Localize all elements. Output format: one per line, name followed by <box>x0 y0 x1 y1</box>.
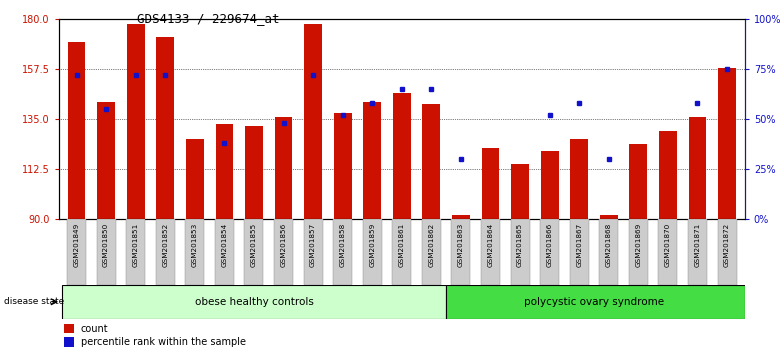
Text: disease state: disease state <box>4 297 64 306</box>
Bar <box>630 144 648 219</box>
Text: GSM201868: GSM201868 <box>606 223 612 267</box>
Bar <box>481 219 500 285</box>
Text: GSM201863: GSM201863 <box>458 223 464 267</box>
Text: GSM201870: GSM201870 <box>665 223 671 267</box>
Text: GSM201861: GSM201861 <box>399 223 405 267</box>
Bar <box>126 219 145 285</box>
Text: GSM201869: GSM201869 <box>635 223 641 267</box>
Bar <box>127 24 144 219</box>
Text: percentile rank within the sample: percentile rank within the sample <box>81 337 245 347</box>
Bar <box>510 219 529 285</box>
Bar <box>629 219 648 285</box>
Bar <box>363 219 382 285</box>
Bar <box>599 219 619 285</box>
Bar <box>392 219 412 285</box>
Text: GSM201853: GSM201853 <box>192 223 198 267</box>
Text: GSM201854: GSM201854 <box>221 223 227 267</box>
Bar <box>511 164 529 219</box>
Bar <box>156 37 174 219</box>
Bar <box>185 219 205 285</box>
Bar <box>303 219 322 285</box>
Bar <box>540 219 559 285</box>
Text: GSM201865: GSM201865 <box>517 223 523 267</box>
Text: GSM201850: GSM201850 <box>103 223 109 267</box>
Text: polycystic ovary syndrome: polycystic ovary syndrome <box>524 297 664 307</box>
Bar <box>334 113 351 219</box>
Bar <box>570 219 589 285</box>
Bar <box>304 24 322 219</box>
Text: GSM201862: GSM201862 <box>428 223 434 267</box>
Text: GSM201872: GSM201872 <box>724 223 730 267</box>
Text: GSM201852: GSM201852 <box>162 223 169 267</box>
Bar <box>216 124 234 219</box>
Bar <box>600 215 618 219</box>
Bar <box>215 219 234 285</box>
Bar <box>541 150 558 219</box>
Bar <box>96 219 115 285</box>
Bar <box>67 42 85 219</box>
Text: GSM201867: GSM201867 <box>576 223 583 267</box>
Text: GSM201849: GSM201849 <box>74 223 79 267</box>
Bar <box>363 102 381 219</box>
Text: GSM201859: GSM201859 <box>369 223 376 267</box>
Text: GSM201857: GSM201857 <box>310 223 316 267</box>
Bar <box>570 139 588 219</box>
Bar <box>423 104 441 219</box>
Text: obese healthy controls: obese healthy controls <box>194 297 314 307</box>
Text: GSM201855: GSM201855 <box>251 223 257 267</box>
Text: GSM201871: GSM201871 <box>695 223 700 267</box>
Text: count: count <box>81 324 108 334</box>
Bar <box>718 68 736 219</box>
Bar <box>688 117 706 219</box>
Bar <box>274 117 292 219</box>
Bar <box>393 93 411 219</box>
Bar <box>245 126 263 219</box>
Bar <box>659 131 677 219</box>
Bar <box>97 102 115 219</box>
Bar <box>659 219 677 285</box>
Bar <box>67 219 86 285</box>
Text: GSM201856: GSM201856 <box>281 223 286 267</box>
Bar <box>481 148 499 219</box>
Bar <box>446 285 745 319</box>
Text: GDS4133 / 229674_at: GDS4133 / 229674_at <box>137 12 280 25</box>
Text: GSM201851: GSM201851 <box>132 223 139 267</box>
Bar <box>452 215 470 219</box>
Text: GSM201858: GSM201858 <box>339 223 346 267</box>
Bar <box>717 219 736 285</box>
Text: GSM201866: GSM201866 <box>546 223 553 267</box>
Bar <box>156 219 175 285</box>
Bar <box>422 219 441 285</box>
Bar <box>688 219 707 285</box>
Bar <box>333 219 352 285</box>
Bar <box>452 219 470 285</box>
Bar <box>62 285 446 319</box>
Bar <box>245 219 263 285</box>
Bar <box>186 139 204 219</box>
Text: GSM201864: GSM201864 <box>488 223 493 267</box>
Bar <box>274 219 293 285</box>
